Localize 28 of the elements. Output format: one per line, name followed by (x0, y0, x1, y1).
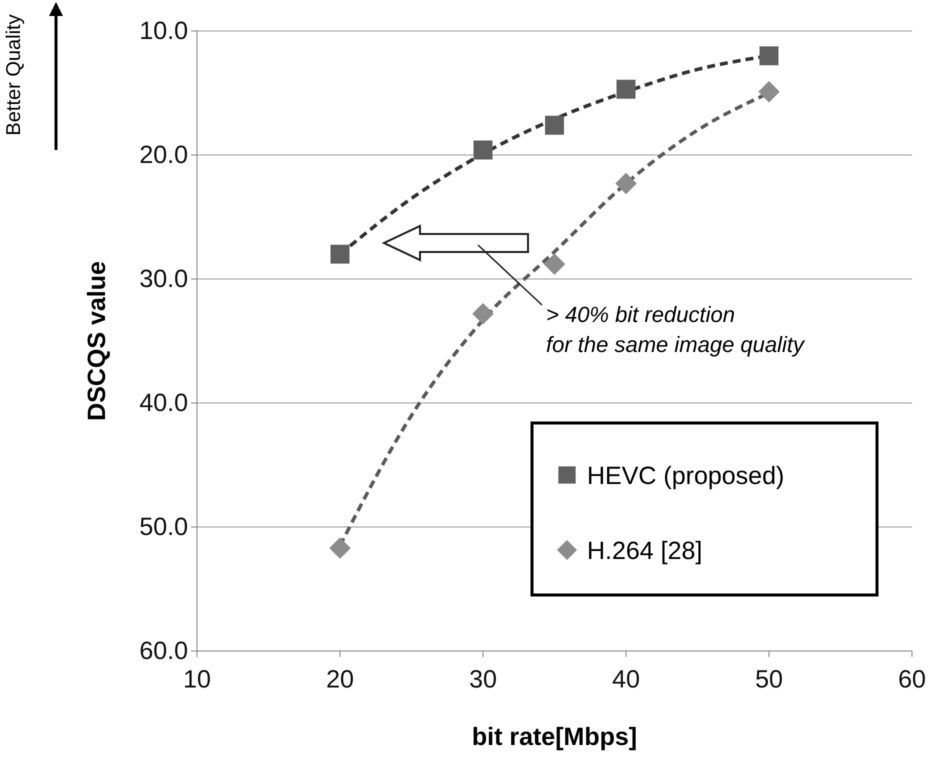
point (329, 537, 351, 559)
point (472, 302, 494, 324)
point (474, 140, 492, 160)
x-tick-label: 20 (326, 666, 354, 694)
point (616, 80, 636, 99)
x-tick-label: 40 (612, 666, 640, 694)
y-tick-label: 20.0 (139, 141, 188, 169)
point (330, 244, 350, 264)
text: Better Quality (3, 14, 25, 136)
point (760, 46, 778, 66)
y-tick-label: 50.0 (139, 513, 188, 541)
point (615, 172, 637, 194)
x-tick-label: 50 (755, 666, 783, 694)
x-axis-title: bit rate[Mbps] (472, 723, 638, 751)
y-axis-title: DSCQS value (83, 261, 111, 421)
y-tick-label: 10.0 (139, 17, 188, 45)
y-tick-label: 30.0 (139, 265, 188, 293)
point (545, 116, 564, 135)
x-tick-label: 60 (898, 666, 926, 694)
x-tick-label: 10 (183, 666, 211, 694)
point (544, 253, 566, 275)
x-tick-label: 30 (469, 666, 497, 694)
y-tick-label: 60.0 (139, 637, 188, 665)
annotation: > 40% bit reduction for the same image quality (546, 302, 806, 357)
y-tick-label: 40.0 (139, 389, 188, 417)
legend-label: HEVC (proposed) (587, 462, 784, 490)
legend-label: H.264 [28] (587, 537, 702, 565)
point (758, 81, 780, 102)
